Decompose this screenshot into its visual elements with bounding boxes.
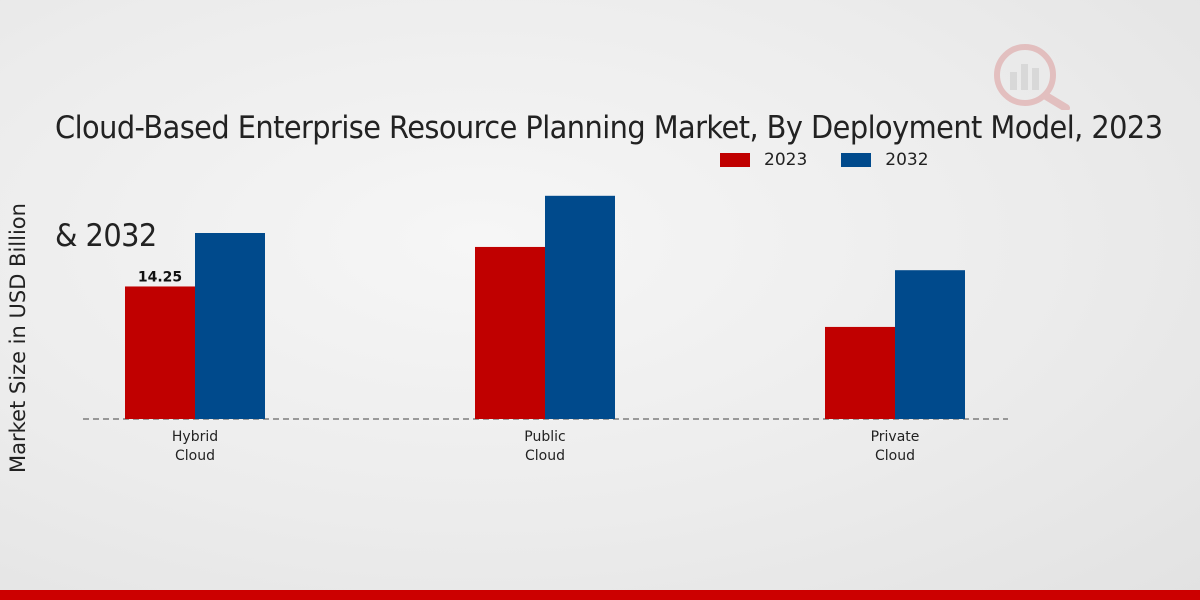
legend-swatch-2023 xyxy=(720,153,750,167)
legend-label-2023: 2023 xyxy=(764,150,808,170)
legend-item-2023: 2023 xyxy=(720,150,807,170)
chart-title-line-2: & 2032 xyxy=(55,218,157,254)
x-tick-label-public-cloud-1: Public xyxy=(524,429,565,445)
bottom-accent-bar xyxy=(0,590,1200,600)
bar-2023-public-cloud xyxy=(475,246,545,419)
x-tick-label-private-cloud-2: Cloud xyxy=(875,448,915,464)
bar-2023-hybrid-cloud xyxy=(125,286,195,419)
legend-label-2032: 2032 xyxy=(885,150,929,170)
data-label-2023-hybrid-cloud: 14.25 xyxy=(138,269,182,285)
legend-item-2032: 2032 xyxy=(841,150,929,170)
x-tick-label-hybrid-cloud-1: Hybrid xyxy=(172,429,218,445)
x-tick-label-hybrid-cloud-2: Cloud xyxy=(175,448,215,464)
legend: 2023 2032 xyxy=(720,150,963,170)
watermark-logo-icon xyxy=(994,44,1070,110)
bar-2032-hybrid-cloud xyxy=(195,233,265,419)
chart-title: Cloud-Based Enterprise Resource Planning… xyxy=(55,38,1163,290)
bar-2023-private-cloud xyxy=(825,326,895,419)
x-tick-label-private-cloud-1: Private xyxy=(871,429,920,445)
legend-swatch-2032 xyxy=(841,153,872,167)
bar-2032-private-cloud xyxy=(895,270,965,419)
bar-2032-public-cloud xyxy=(545,195,615,419)
x-tick-label-public-cloud-2: Cloud xyxy=(525,448,565,464)
chart-title-line-1: Cloud-Based Enterprise Resource Planning… xyxy=(55,110,1163,146)
